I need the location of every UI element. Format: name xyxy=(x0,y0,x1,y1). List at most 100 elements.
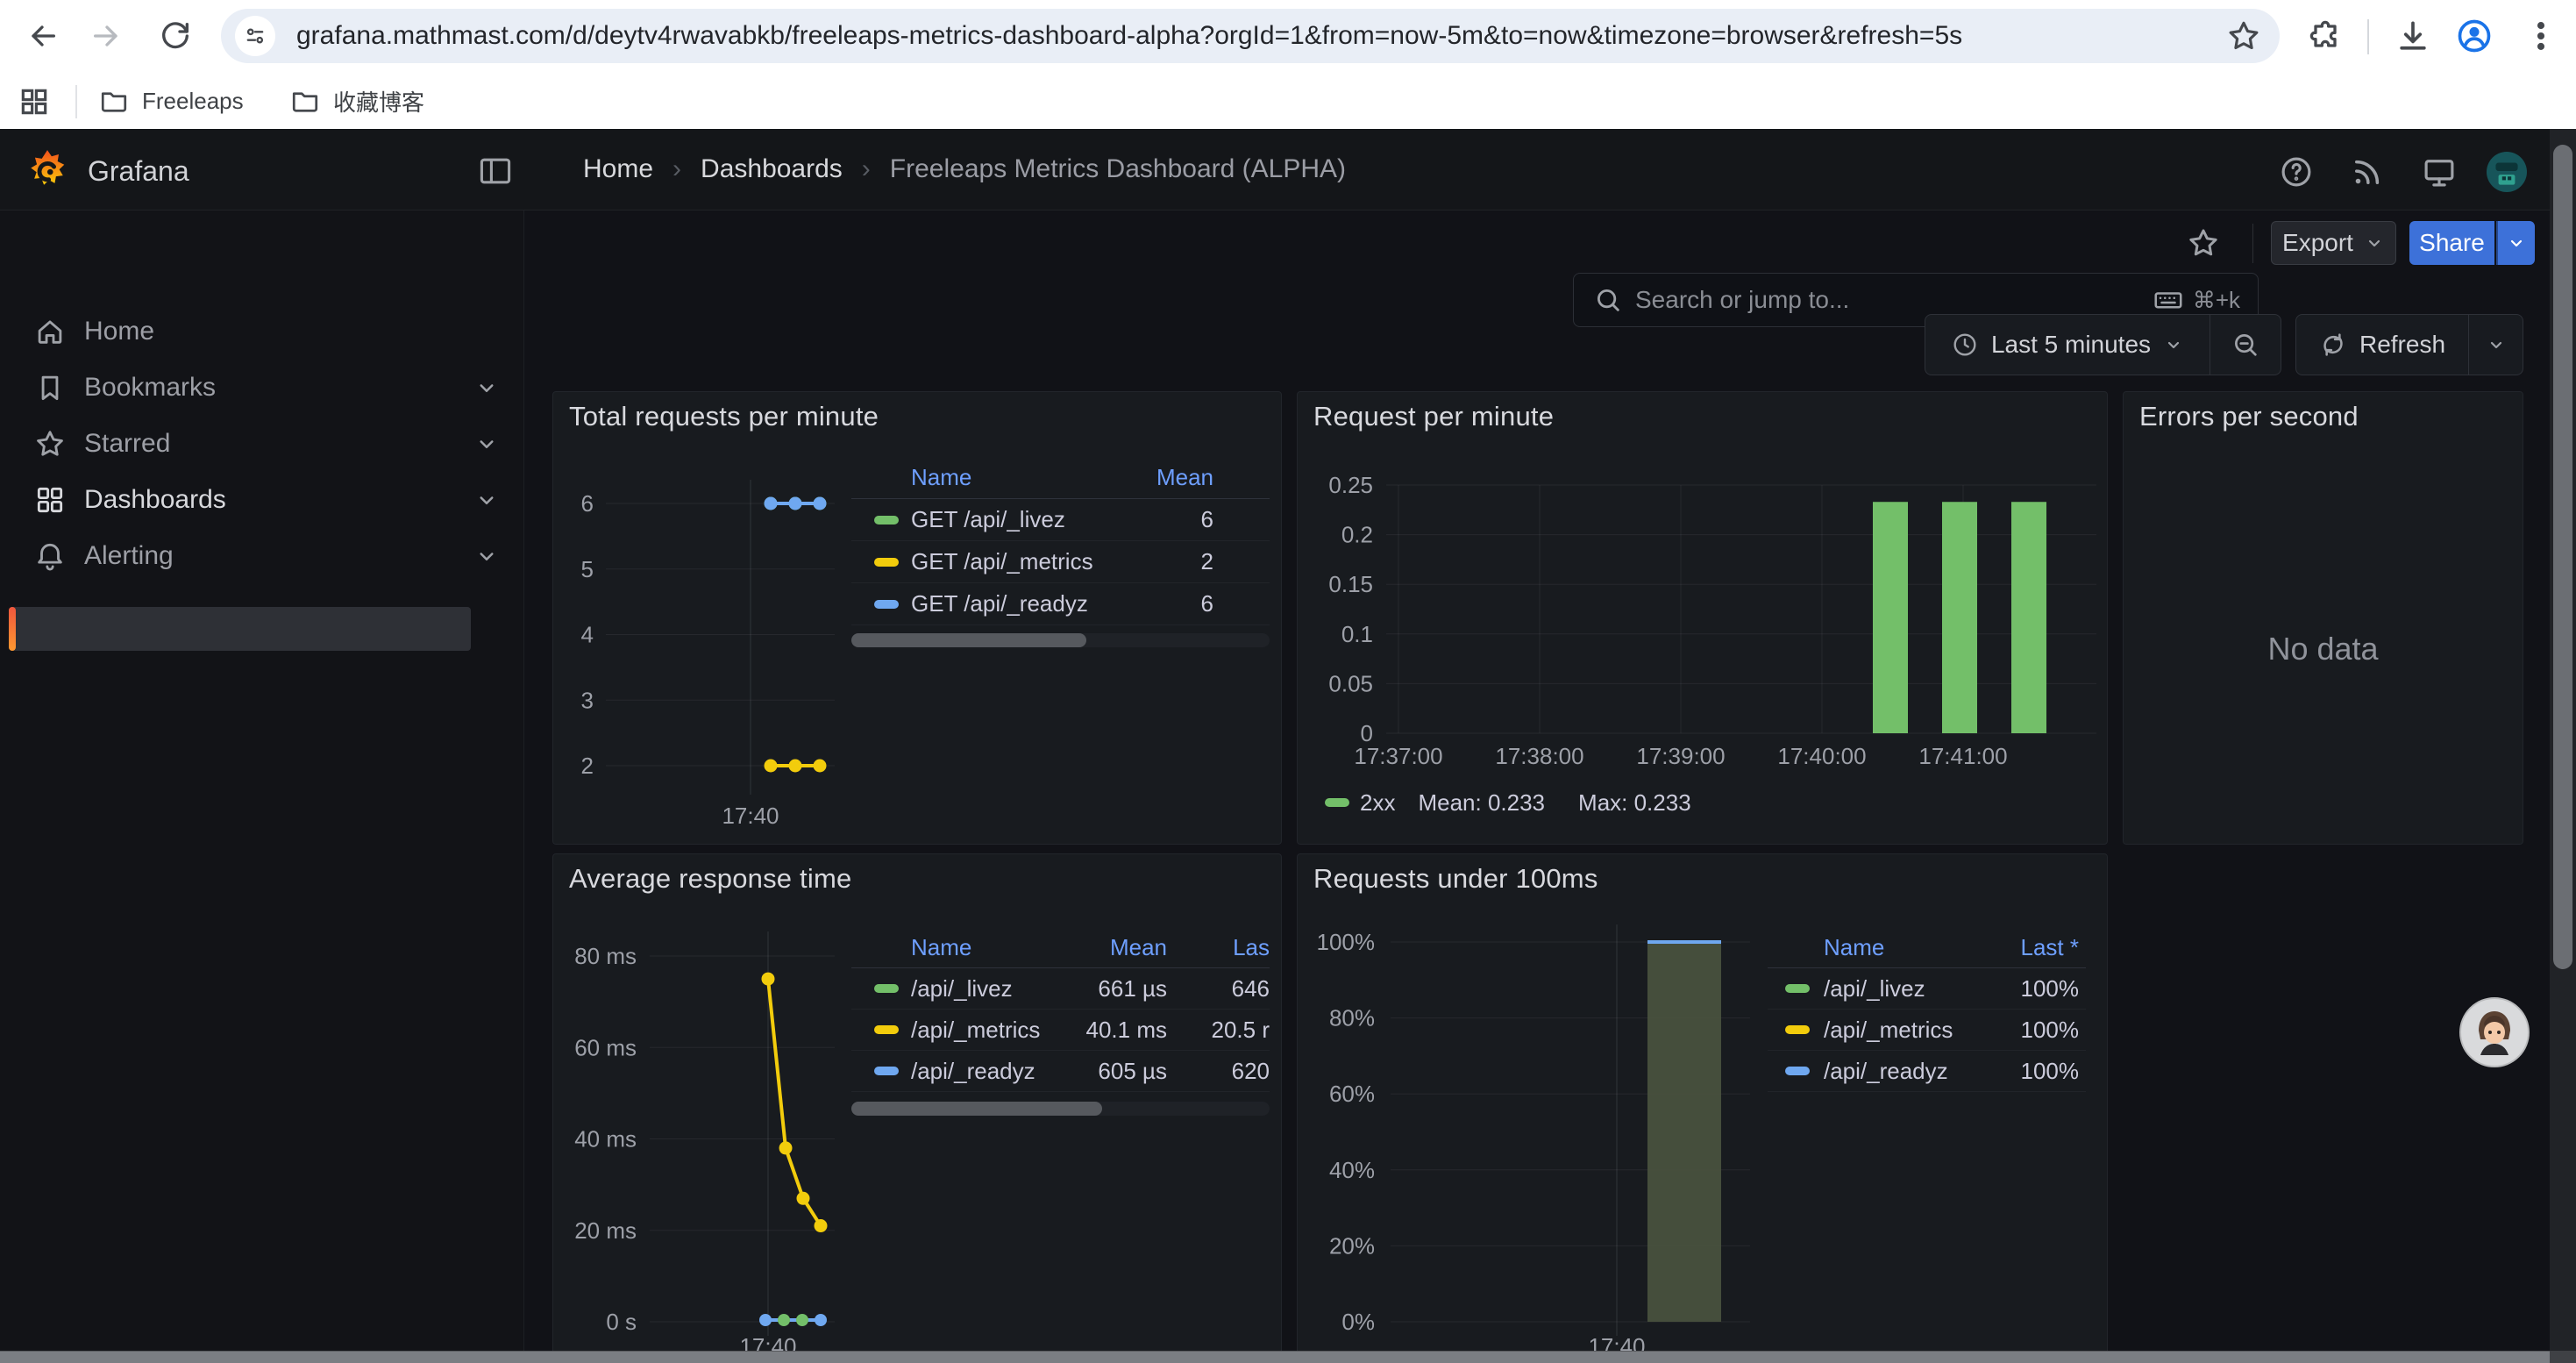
action-divider xyxy=(2252,224,2253,263)
panel-title[interactable]: Total requests per minute xyxy=(569,401,879,432)
legend-header-mean[interactable]: Mean xyxy=(1156,464,1213,490)
forward-icon[interactable] xyxy=(89,18,125,54)
site-info-icon[interactable] xyxy=(235,16,275,56)
browser-menu-icon[interactable] xyxy=(2522,17,2560,55)
svg-text:0.15: 0.15 xyxy=(1328,571,1373,597)
legend-row[interactable]: /api/_metrics 40.1 ms 20.5 r xyxy=(851,1010,1270,1051)
legend-row[interactable]: /api/_readyz 100% xyxy=(1768,1051,2086,1092)
series-name: GET /api/_readyz xyxy=(911,590,1088,617)
bell-icon xyxy=(38,543,62,571)
reload-icon[interactable] xyxy=(158,18,193,54)
apps-grid-icon[interactable] xyxy=(18,85,51,118)
grafana-logo[interactable] xyxy=(25,148,70,194)
sidebar-item-label: Bookmarks xyxy=(84,373,217,402)
svg-text:0.05: 0.05 xyxy=(1328,670,1373,696)
legend-row[interactable]: /api/_livez 100% xyxy=(1768,968,2086,1010)
sidebar-item-alerting[interactable]: Alerting xyxy=(0,534,524,578)
svg-text:40%: 40% xyxy=(1329,1157,1375,1183)
time-range-group: Last 5 minutes xyxy=(1925,314,2281,375)
grafana-brand[interactable]: Grafana xyxy=(88,155,189,187)
refresh-group: Refresh xyxy=(2295,314,2523,375)
bookmark-folder-blogs[interactable]: 收藏博客 xyxy=(289,83,424,118)
sidebar-item-home[interactable]: Home xyxy=(0,310,524,353)
svg-text:80 ms: 80 ms xyxy=(574,943,637,969)
chevron-down-icon[interactable] xyxy=(473,431,500,457)
legend-row[interactable]: /api/_readyz 605 µs 620 xyxy=(851,1051,1270,1092)
legend-header-mean[interactable]: Mean xyxy=(1109,933,1167,960)
legend-header-name[interactable]: Name xyxy=(1824,933,1885,960)
floating-assistant-avatar[interactable] xyxy=(2459,997,2530,1067)
panel-total-requests: Total requests per minute 6 5 4 3 2 17:40 Nam… xyxy=(552,391,1282,845)
legend[interactable]: 2xx Mean: 0.233 Max: 0.233 xyxy=(1325,787,1691,818)
svg-text:100%: 100% xyxy=(1317,929,1376,955)
chevron-down-icon[interactable] xyxy=(473,375,500,401)
chevron-down-icon[interactable] xyxy=(473,487,500,513)
search-placeholder: Search or jump to... xyxy=(1635,286,1850,313)
sidebar-toggle-icon[interactable] xyxy=(476,152,515,190)
downloads-icon[interactable] xyxy=(2394,17,2432,55)
favorite-star-icon[interactable] xyxy=(2186,225,2221,260)
time-range-picker[interactable]: Last 5 minutes xyxy=(1925,315,2210,375)
url-bar[interactable]: grafana.mathmast.com/d/deytv4rwavabkb/fr… xyxy=(221,9,2280,63)
breadcrumb-separator: › xyxy=(861,154,871,183)
series-max: Max: 0.233 xyxy=(1578,789,1691,816)
bookmark-star-icon[interactable] xyxy=(2225,18,2262,54)
sidebar-item-starred[interactable]: Starred xyxy=(0,422,524,466)
legend-header-name[interactable]: Name xyxy=(911,464,972,490)
panel-title[interactable]: Average response time xyxy=(569,863,852,894)
legend-row[interactable]: /api/_metrics 100% xyxy=(1768,1010,2086,1051)
bookmarks-divider xyxy=(75,85,77,118)
active-item-background xyxy=(9,607,471,651)
legend-scrollbar-thumb[interactable] xyxy=(851,1102,1102,1116)
extensions-icon[interactable] xyxy=(2306,17,2345,55)
refresh-interval-button[interactable] xyxy=(2468,315,2523,375)
vertical-scrollbar-thumb[interactable] xyxy=(2553,145,2572,969)
legend-table: Name Last * /api/_livez 100% /api/_metri… xyxy=(1768,927,2086,1092)
series-swatch xyxy=(874,1067,899,1075)
legend-scrollbar-thumb[interactable] xyxy=(851,633,1086,647)
export-label: Export xyxy=(2282,229,2353,256)
series-name: GET /api/_metrics xyxy=(911,548,1093,574)
legend-row[interactable]: GET /api/_readyz 6 xyxy=(851,583,1270,625)
sidebar-item-dashboards[interactable]: Dashboards xyxy=(0,478,524,522)
share-button[interactable]: Share xyxy=(2409,221,2494,265)
share-menu-button[interactable] xyxy=(2496,221,2535,265)
legend-table: Name Mean GET /api/_livez 6 GET /api/_me… xyxy=(851,457,1270,625)
series-last: 100% xyxy=(2020,1016,2080,1043)
legend-header: Name Mean Las xyxy=(851,927,1270,968)
refresh-button[interactable]: Refresh xyxy=(2296,315,2468,375)
grafana-header: Grafana Home › Dashboards › Freeleaps Me… xyxy=(0,129,2576,327)
news-rss-icon[interactable] xyxy=(2349,153,2386,190)
panel-title[interactable]: Request per minute xyxy=(1313,401,1555,432)
legend-row[interactable]: GET /api/_livez 6 xyxy=(851,499,1270,541)
bookmark-folder-freeleaps[interactable]: Freeleaps xyxy=(98,83,244,118)
panel-title[interactable]: Errors per second xyxy=(2139,401,2359,432)
keyboard-icon xyxy=(2154,292,2182,309)
legend-header-name[interactable]: Name xyxy=(911,933,972,960)
panel-average-response-time: Average response time 80 ms 60 ms 40 ms 20 … xyxy=(552,853,1282,1363)
export-button[interactable]: Export xyxy=(2271,221,2396,265)
zoom-out-button[interactable] xyxy=(2210,315,2281,375)
legend-row[interactable]: GET /api/_metrics 2 xyxy=(851,541,1270,583)
series-swatch xyxy=(1785,1067,1810,1075)
kiosk-monitor-icon[interactable] xyxy=(2421,153,2458,190)
horizontal-scrollbar[interactable] xyxy=(0,1351,2576,1363)
series-swatch xyxy=(874,1025,899,1034)
svg-text:17:41:00: 17:41:00 xyxy=(1918,743,2007,769)
sidebar-item-bookmarks[interactable]: Bookmarks xyxy=(0,366,524,410)
legend-header-last[interactable]: Last * xyxy=(2020,933,2080,960)
legend-row[interactable]: /api/_livez 661 µs 646 xyxy=(851,968,1270,1010)
back-icon[interactable] xyxy=(25,18,60,54)
breadcrumb-dashboards[interactable]: Dashboards xyxy=(701,154,843,183)
series-swatch xyxy=(874,557,899,567)
series-swatch xyxy=(874,599,899,609)
breadcrumb-home[interactable]: Home xyxy=(583,154,654,183)
user-avatar[interactable] xyxy=(2487,152,2527,192)
panel-title[interactable]: Requests under 100ms xyxy=(1313,863,1598,894)
profile-icon[interactable] xyxy=(2455,17,2494,55)
legend-header-last[interactable]: Las xyxy=(1233,933,1270,960)
help-icon[interactable] xyxy=(2278,153,2315,190)
scrollbar-corner xyxy=(2550,1351,2576,1363)
chevron-down-icon[interactable] xyxy=(473,543,500,569)
